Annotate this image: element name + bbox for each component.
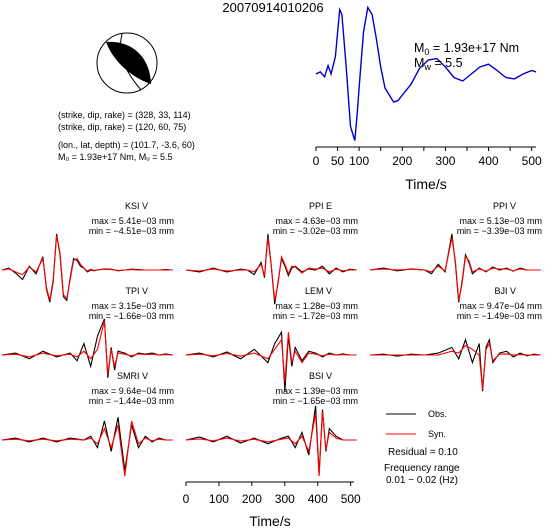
waveform-tick-label: 300: [275, 492, 295, 506]
station-max: max = 5.41e−03 mm: [91, 216, 174, 226]
synthetic-trace: [369, 237, 541, 301]
station-name: BJI V: [494, 286, 516, 296]
station-min: min = −3.39e−03 mm: [457, 226, 542, 236]
synthetic-trace: [185, 411, 357, 477]
stf-tick-label: 300: [435, 154, 455, 168]
station-min: min = −1.72e−03 mm: [273, 311, 358, 321]
stf-tick-label: 400: [479, 154, 499, 168]
waveform-tick-label: 0: [183, 492, 190, 506]
stf-tick-label: 0: [313, 154, 320, 168]
observed-trace: [369, 337, 541, 392]
station-name: PPI E: [309, 201, 332, 211]
waveform-tick-label: 500: [341, 492, 361, 506]
station-min: min = −1.49e−03 mm: [457, 311, 542, 321]
synthetic-trace: [370, 342, 541, 390]
station-max: max = 3.15e−03 mm: [91, 301, 174, 311]
station-name: BSI V: [309, 371, 332, 381]
event-title: 20070914010206: [222, 0, 323, 15]
stf-tick-label: 500: [522, 154, 542, 168]
station-name: PPI V: [493, 201, 516, 211]
stf-x-label: Time/s: [405, 176, 446, 192]
observed-trace: [1, 318, 173, 378]
station-max: max = 5.13e−03 mm: [459, 216, 542, 226]
source-time-function-panel: 0 50 100 200 300 400 500 M0 = 1.93e+17 Nm Mw =…: [313, 5, 542, 192]
event-location: (lon., lat, depth) = (101.7, -3.6, 60): [58, 140, 195, 150]
station-max: max = 4.63e−03 mm: [275, 216, 358, 226]
waveform-x-label: Time/s: [249, 513, 290, 529]
station-max: max = 9.64e−04 mm: [91, 386, 174, 396]
stf-mw-label: Mw = 5.5: [414, 56, 463, 72]
legend-obs-label: Obs.: [428, 409, 447, 419]
synthetic-trace: [1, 235, 173, 301]
synthetic-trace: [1, 420, 173, 477]
station-name: LEM V: [305, 286, 332, 296]
station-min: min = −1.66e−03 mm: [89, 311, 174, 321]
waveform-tick-label: 100: [209, 492, 229, 506]
station-max: max = 1.39e−03 mm: [275, 386, 358, 396]
observed-trace: [185, 330, 357, 392]
waveform-tick-label: 400: [308, 492, 328, 506]
observed-trace: [1, 417, 173, 471]
moment-summary: M₀ = 1.93e+17 Nm, Mᵤ = 5.5: [58, 152, 172, 162]
synthetic-trace: [185, 332, 357, 382]
legend-syn-label: Syn.: [428, 429, 446, 439]
station-name: KSI V: [125, 201, 148, 211]
beachball: [96, 32, 158, 94]
beachball-compressional-quadrant: [106, 41, 151, 84]
stf-m0-label: M0 = 1.93e+17 Nm: [414, 41, 519, 57]
waveform-x-axis: 0 100 200 300 400 500 Time/s: [183, 481, 361, 529]
observed-trace: [185, 405, 357, 475]
station-max: max = 1.28e−03 mm: [275, 301, 358, 311]
focal-plane-1: (strike, dip, rake) = (328, 33, 114): [58, 110, 191, 120]
frequency-title: Frequency range: [384, 463, 460, 474]
station-min: min = −3.02e−03 mm: [273, 226, 358, 236]
stf-line: [315, 5, 537, 141]
focal-plane-2: (strike, dip, rake) = (120, 60, 75): [58, 122, 186, 132]
residual-label: Residual = 0.10: [388, 447, 458, 458]
station-min: min = −4.51e−03 mm: [89, 226, 174, 236]
synthetic-trace: [1, 320, 173, 375]
stf-tick-label: 100: [349, 154, 369, 168]
frequency-range: 0.01 − 0.02 (Hz): [386, 475, 458, 486]
beachball-nodal-plane: [119, 33, 142, 91]
stf-tick-label: 50: [331, 154, 345, 168]
stf-ticks: 0 50 100 200 300 400 500: [313, 147, 542, 168]
legend: Obs. Syn. Residual = 0.10 Frequency rang…: [384, 409, 460, 486]
station-name: TPI V: [125, 286, 148, 296]
stf-tick-label: 200: [392, 154, 412, 168]
station-max: max = 9.47e−04 mm: [459, 301, 542, 311]
waveform-ticks: 0 100 200 300 400 500: [183, 482, 361, 506]
station-min: min = −1.65e−03 mm: [273, 396, 358, 406]
station-min: min = −1.44e−03 mm: [89, 396, 174, 406]
station-name: SMRI V: [117, 371, 148, 381]
waveform-tick-label: 200: [242, 492, 262, 506]
synthetic-trace: [185, 237, 357, 301]
